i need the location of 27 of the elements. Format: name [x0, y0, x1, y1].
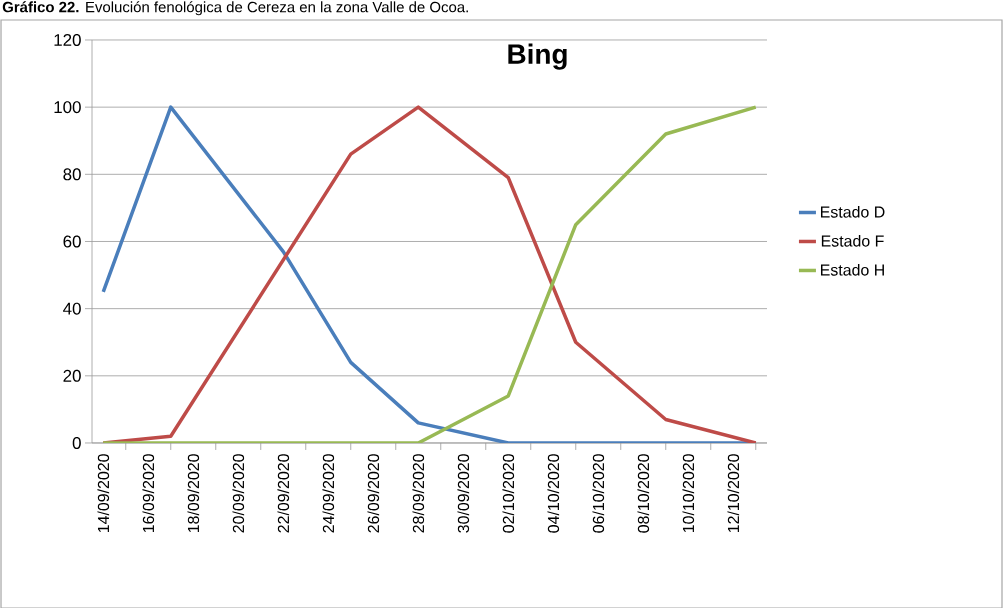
x-tick-label: 18/09/2020: [187, 454, 200, 533]
chart-title: Bing: [508, 43, 567, 70]
x-tick-label: 26/09/2020: [367, 454, 380, 533]
x-tick-label: 02/10/2020: [502, 454, 515, 533]
x-tick-label: 14/09/2020: [97, 454, 110, 533]
x-tick-label: 12/10/2020: [727, 454, 740, 533]
y-tick-label: 0: [72, 436, 81, 449]
y-tick-label: 80: [63, 168, 81, 181]
y-tick-label: 120: [54, 33, 81, 46]
x-tick-label: 28/09/2020: [412, 454, 425, 533]
y-tick-label: 100: [54, 101, 81, 114]
x-tick-label: 10/10/2020: [682, 454, 695, 533]
y-tick-label: 60: [63, 235, 81, 248]
x-tick-label: 16/09/2020: [142, 454, 155, 533]
x-tick-label: 06/10/2020: [592, 454, 605, 533]
text: Gráfico 22. Evolución fenológica de Cereza en la zona Valle de Ocoa.: [2, 1, 468, 16]
x-tick-label: 20/09/2020: [232, 454, 245, 533]
y-tick-label: 40: [63, 302, 81, 315]
legend-label: Estado D: [821, 205, 885, 218]
legend-label: Estado F: [821, 234, 884, 247]
x-tick-label: 22/09/2020: [277, 454, 290, 533]
x-tick-label: 24/09/2020: [322, 454, 335, 533]
x-tick-label: 08/10/2020: [637, 454, 650, 533]
x-tick-label: 04/10/2020: [547, 454, 560, 533]
x-tick-label: 30/09/2020: [457, 454, 470, 533]
legend-label: Estado H: [821, 263, 884, 276]
y-tick-label: 20: [63, 369, 81, 382]
